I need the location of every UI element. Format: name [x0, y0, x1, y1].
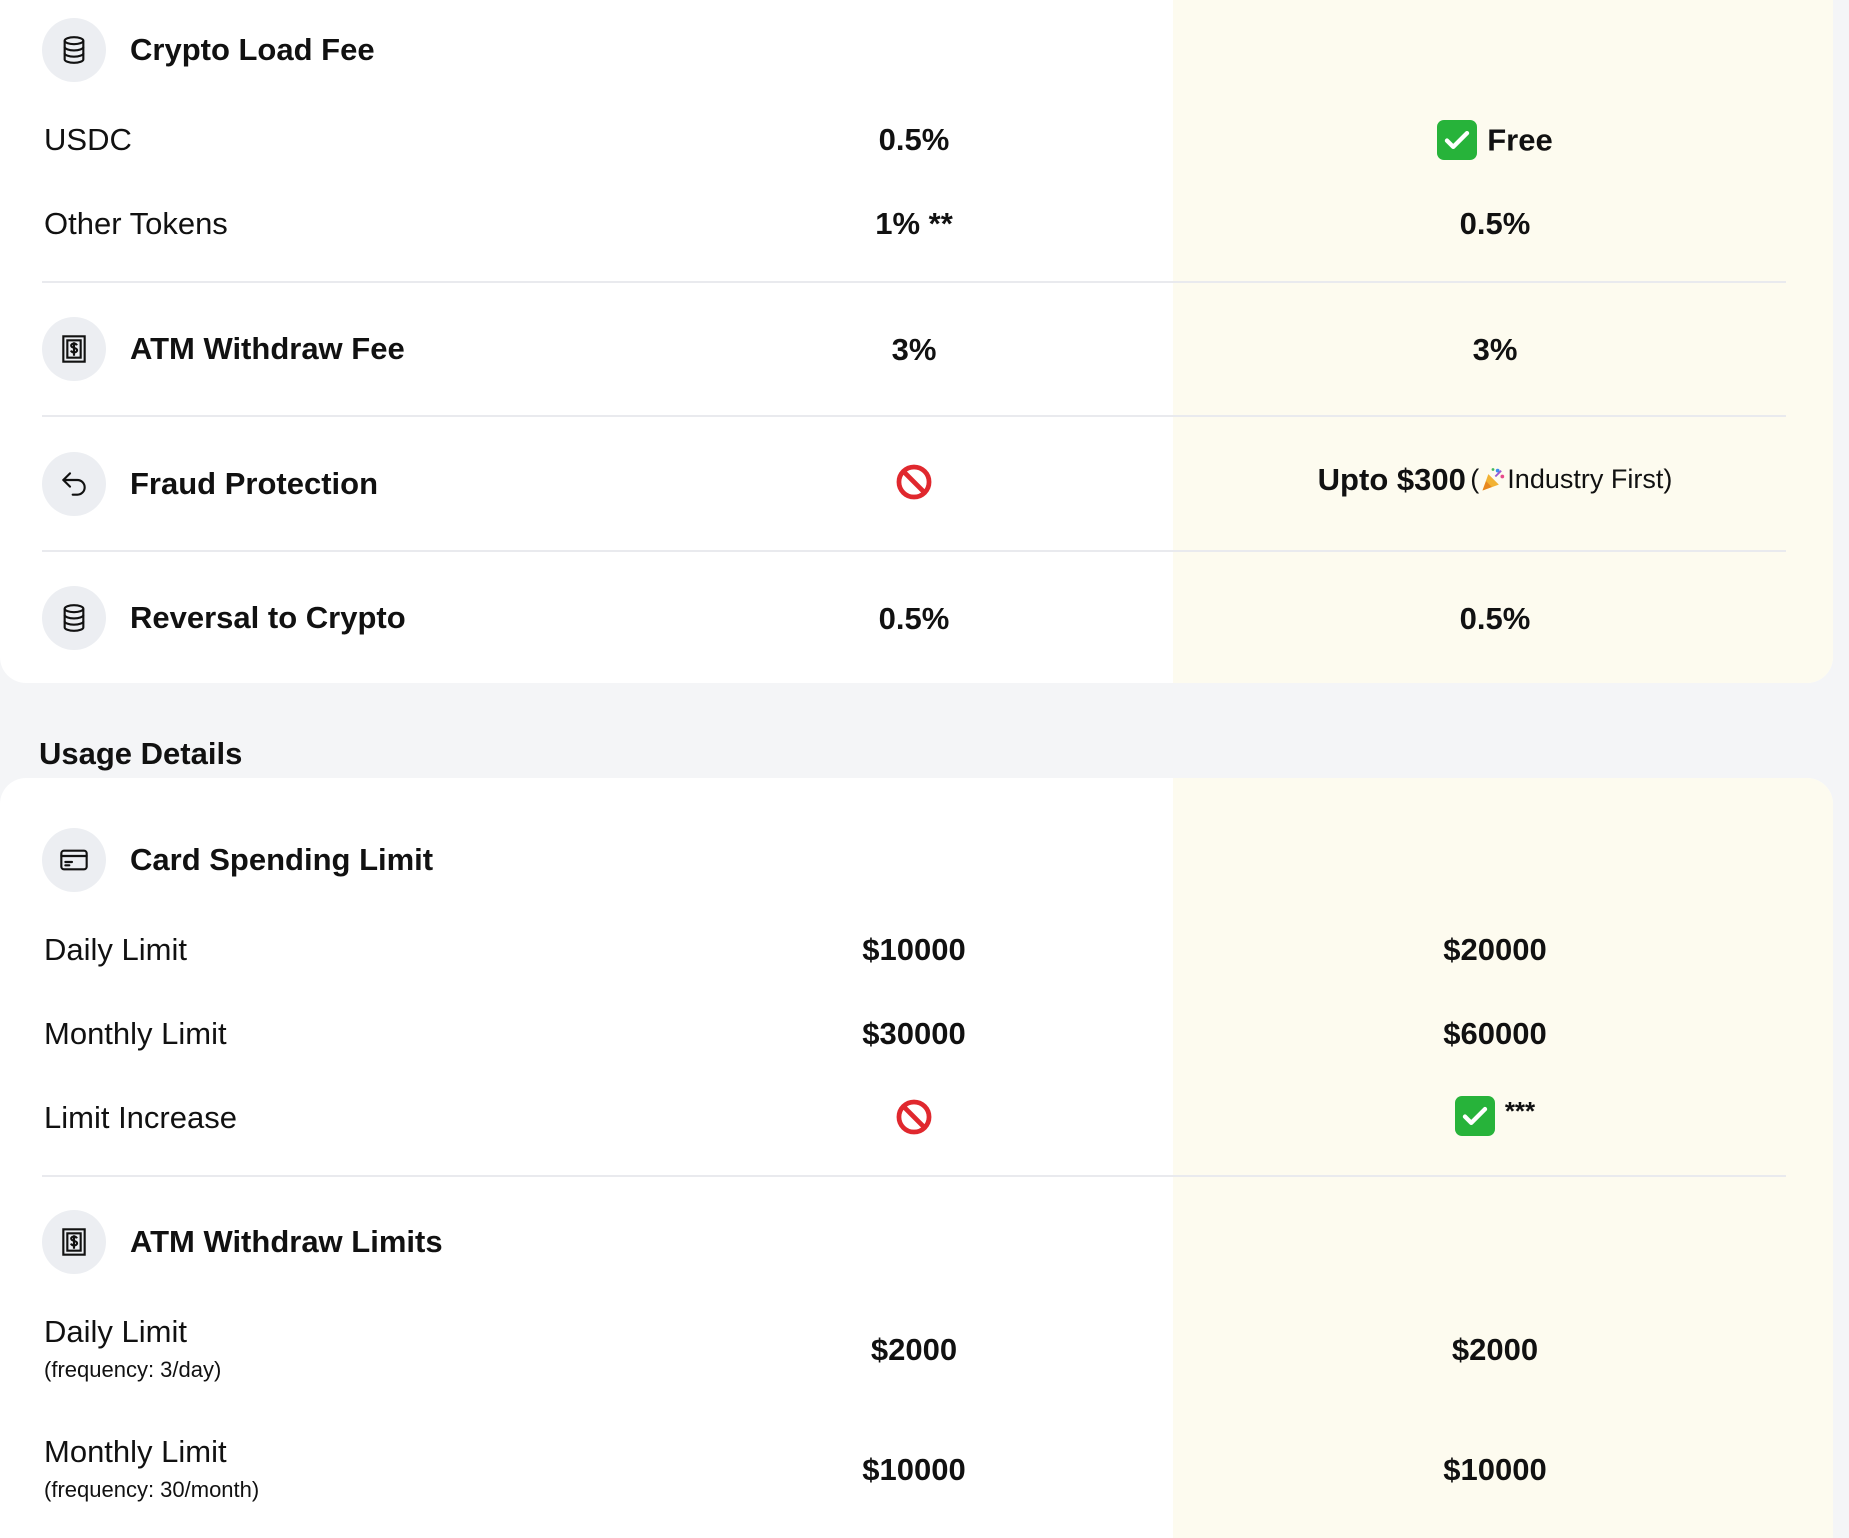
premium-column-highlight [1173, 0, 1833, 683]
reversal-to-crypto-row: Reversal to Crypto 0.5% 0.5% [0, 586, 1833, 650]
table-row: Limit Increase *** [0, 1096, 1833, 1142]
row-sublabel: (frequency: 30/month) [44, 1477, 260, 1502]
row-label: Other Tokens [44, 206, 228, 241]
note-open: ( [1470, 464, 1480, 494]
premium-text: Upto $300 [1317, 462, 1466, 497]
standard-value: 0.5% [878, 601, 950, 636]
premium-value: $10000 [1443, 1452, 1547, 1487]
fraud-protection-row: Fraud Protection Upto $300 ( Industry Fi… [0, 452, 1833, 516]
premium-value: 3% [1472, 332, 1518, 367]
note-text: Industry First) [1507, 464, 1673, 494]
standard-value: $2000 [870, 1332, 958, 1367]
database-icon [42, 586, 106, 650]
divider [42, 415, 1786, 417]
card-spending-limit-header: Card Spending Limit [0, 828, 1833, 892]
standard-value [814, 463, 1014, 501]
standard-value: 1% ** [875, 206, 953, 241]
check-icon [1437, 120, 1478, 160]
no-entry-icon [896, 464, 932, 500]
usage-card: Card Spending Limit Daily Limit $10000 $… [0, 778, 1833, 1538]
atm-withdraw-limits-header: ATM Withdraw Limits [0, 1210, 1833, 1274]
premium-value: 0.5% [1459, 601, 1531, 636]
fees-card: Crypto Load Fee USDC 0.5% Free Other Tok… [0, 0, 1833, 683]
premium-text: *** [1504, 1096, 1536, 1126]
section-title: Crypto Load Fee [130, 32, 375, 67]
section-title: ATM Withdraw Fee [130, 331, 405, 366]
atm-withdraw-fee-row: ATM Withdraw Fee 3% 3% [0, 317, 1833, 381]
row-label: Monthly Limit [44, 1434, 227, 1469]
row-label: Daily Limit [44, 1314, 187, 1349]
premium-value: Upto $300 ( Industry First) [1173, 464, 1817, 495]
usage-details-heading: Usage Details [39, 736, 243, 771]
section-title: Fraud Protection [130, 466, 379, 501]
premium-value: $60000 [1443, 1016, 1547, 1051]
table-row: Daily Limit $10000 $20000 [0, 934, 1833, 970]
table-row: Other Tokens 1% ** 0.5% [0, 208, 1833, 244]
table-row: USDC 0.5% Free [0, 120, 1833, 160]
divider [42, 550, 1786, 552]
row-sublabel: (frequency: 3/day) [44, 1357, 222, 1382]
standard-value: 0.5% [878, 122, 950, 157]
cash-icon [42, 317, 106, 381]
row-label: Limit Increase [44, 1100, 237, 1135]
row-label: Daily Limit [44, 932, 187, 967]
divider [42, 1175, 1786, 1177]
table-row: Daily Limit (frequency: 3/day) $2000 $20… [0, 1316, 1833, 1388]
crypto-load-fee-header: Crypto Load Fee [0, 18, 1833, 82]
table-row: Monthly Limit (frequency: 30/month) $100… [0, 1436, 1833, 1508]
premium-value: Free [1173, 120, 1817, 160]
check-icon [1454, 1096, 1495, 1136]
row-label: Monthly Limit [44, 1016, 227, 1051]
standard-value [814, 1098, 1014, 1136]
standard-value: 3% [891, 332, 937, 367]
premium-value: $2000 [1451, 1332, 1539, 1367]
standard-value: $10000 [862, 1452, 966, 1487]
row-label-group: Monthly Limit (frequency: 30/month) [44, 1436, 259, 1501]
section-title: ATM Withdraw Limits [130, 1224, 443, 1259]
premium-text: Free [1487, 122, 1553, 158]
premium-value: 0.5% [1459, 206, 1531, 241]
premium-value: *** [1173, 1096, 1817, 1136]
standard-value: $10000 [862, 932, 966, 967]
database-icon [42, 18, 106, 82]
premium-value: $20000 [1443, 932, 1547, 967]
no-entry-icon [896, 1099, 932, 1135]
row-label-group: Daily Limit (frequency: 3/day) [44, 1316, 221, 1381]
standard-value: $30000 [862, 1016, 966, 1051]
undo-arrow-icon [42, 452, 106, 516]
premium-column-highlight [1173, 778, 1833, 1538]
section-title: Card Spending Limit [130, 842, 434, 877]
table-row: Monthly Limit $30000 $60000 [0, 1018, 1833, 1054]
party-popper-icon [1482, 467, 1505, 490]
row-label: USDC [44, 122, 132, 157]
cash-icon [42, 1210, 106, 1274]
section-title: Reversal to Crypto [130, 600, 406, 635]
credit-card-icon [42, 828, 106, 892]
divider [42, 281, 1786, 283]
